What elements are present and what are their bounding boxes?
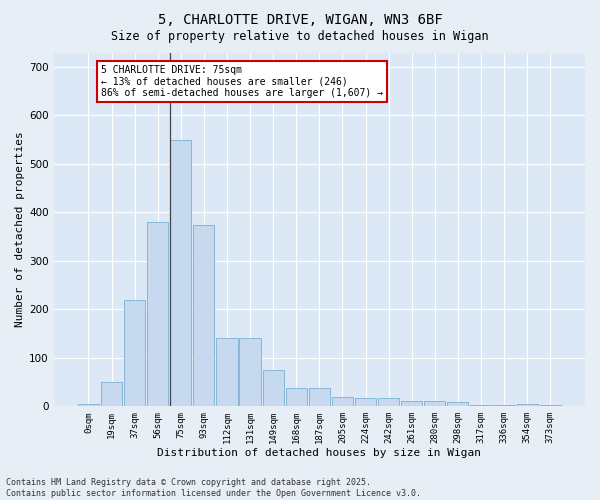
Bar [517, 404, 538, 406]
Bar [193, 224, 214, 406]
Bar [355, 398, 376, 406]
Bar [239, 338, 260, 406]
Text: Contains HM Land Registry data © Crown copyright and database right 2025.: Contains HM Land Registry data © Crown c… [6, 478, 371, 487]
Bar [124, 300, 145, 406]
Bar [378, 398, 399, 406]
Bar [170, 140, 191, 406]
Y-axis label: Number of detached properties: Number of detached properties [15, 132, 25, 327]
Text: Size of property relative to detached houses in Wigan: Size of property relative to detached ho… [111, 30, 489, 43]
Bar [447, 402, 469, 406]
Text: 5 CHARLOTTE DRIVE: 75sqm
← 13% of detached houses are smaller (246)
86% of semi-: 5 CHARLOTTE DRIVE: 75sqm ← 13% of detach… [101, 64, 383, 98]
Text: 5, CHARLOTTE DRIVE, WIGAN, WN3 6BF: 5, CHARLOTTE DRIVE, WIGAN, WN3 6BF [158, 12, 442, 26]
Bar [401, 402, 422, 406]
Bar [424, 402, 445, 406]
Bar [332, 396, 353, 406]
Bar [286, 388, 307, 406]
X-axis label: Distribution of detached houses by size in Wigan: Distribution of detached houses by size … [157, 448, 481, 458]
Bar [217, 338, 238, 406]
Bar [309, 388, 330, 406]
Bar [78, 404, 99, 406]
Bar [101, 382, 122, 406]
Bar [147, 222, 169, 406]
Text: Contains public sector information licensed under the Open Government Licence v3: Contains public sector information licen… [6, 489, 421, 498]
Bar [470, 405, 491, 406]
Bar [263, 370, 284, 406]
